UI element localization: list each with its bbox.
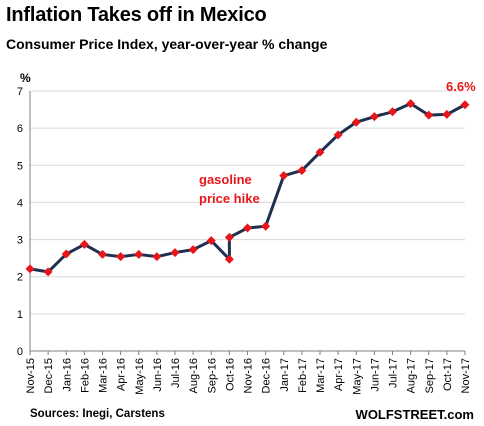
y-tick-label: 4 xyxy=(17,197,23,209)
x-tick-label: May-17 xyxy=(351,358,363,395)
x-tick-label: Mar-17 xyxy=(315,358,327,393)
x-tick-label: Nov-15 xyxy=(25,358,37,393)
y-tick-label: 3 xyxy=(17,235,23,247)
x-tick-label: Jun-16 xyxy=(152,358,164,392)
x-tick-label: Mar-16 xyxy=(98,358,110,393)
data-point xyxy=(188,245,198,255)
y-tick-label: 2 xyxy=(17,272,23,284)
series-line xyxy=(29,102,466,274)
annotation-price-hike: price hike xyxy=(199,191,260,206)
y-tick-label: 6 xyxy=(17,123,23,135)
data-point xyxy=(388,107,397,117)
x-tick-label: May-16 xyxy=(134,358,146,395)
x-tick-label: Sep-16 xyxy=(206,358,218,393)
data-point xyxy=(351,117,361,127)
data-point xyxy=(369,112,379,122)
x-tick-label: Oct-17 xyxy=(442,358,454,391)
chart-title: Inflation Takes off in Mexico xyxy=(6,4,267,26)
data-point xyxy=(79,239,89,249)
data-point xyxy=(134,249,144,259)
data-point xyxy=(297,165,307,175)
y-axis-label: % xyxy=(20,71,31,85)
annotation-gasoline: gasoline xyxy=(199,172,252,187)
data-point xyxy=(442,109,452,119)
x-tick-label: Feb-16 xyxy=(79,358,91,393)
x-tick-label: Apr-16 xyxy=(116,358,128,391)
data-point xyxy=(224,232,234,242)
x-tick-label: Jan-16 xyxy=(61,358,73,392)
data-point xyxy=(406,99,416,109)
x-tick-label: Nov-17 xyxy=(460,358,472,393)
data-point xyxy=(243,223,252,233)
x-tick-label: Jan-17 xyxy=(279,358,291,392)
data-point xyxy=(116,252,126,262)
data-point xyxy=(98,249,107,259)
brand-label: WOLFSTREET.com xyxy=(355,407,474,422)
x-tick-label: Jun-17 xyxy=(369,358,381,392)
data-point xyxy=(315,147,325,157)
x-tick-label: Feb-17 xyxy=(297,358,309,393)
data-point xyxy=(152,252,162,262)
y-tick-label: 1 xyxy=(17,309,23,321)
annotation-last-value: 6.6% xyxy=(446,79,476,94)
data-point xyxy=(25,264,35,274)
x-tick-label: Oct-16 xyxy=(224,358,236,391)
x-tick-label: Sep-17 xyxy=(424,358,436,393)
x-tick-label: Jul-17 xyxy=(388,358,400,388)
x-tick-label: Dec-15 xyxy=(43,358,55,393)
data-point xyxy=(424,110,434,120)
x-tick-label: Jul-16 xyxy=(170,358,182,388)
data-point xyxy=(224,254,234,264)
y-tick-label: 5 xyxy=(17,160,23,172)
data-point xyxy=(170,248,180,258)
x-tick-label: Apr-17 xyxy=(333,358,345,391)
data-point xyxy=(43,267,53,277)
data-point xyxy=(460,100,470,110)
chart-subtitle: Consumer Price Index, year-over-year % c… xyxy=(6,36,328,52)
data-point xyxy=(333,130,343,140)
y-tick-label: 0 xyxy=(17,346,23,358)
y-tick-label: 7 xyxy=(17,86,23,98)
data-point xyxy=(61,249,71,259)
data-point xyxy=(279,171,289,181)
x-tick-label: Aug-16 xyxy=(188,358,200,393)
sources-note: Sources: Inegi, Carstens xyxy=(30,408,165,420)
data-point xyxy=(261,221,271,231)
x-tick-label: Nov-16 xyxy=(243,358,255,393)
x-tick-label: Dec-16 xyxy=(261,358,273,393)
data-point xyxy=(206,236,216,246)
x-tick-label: Aug-17 xyxy=(406,358,418,393)
